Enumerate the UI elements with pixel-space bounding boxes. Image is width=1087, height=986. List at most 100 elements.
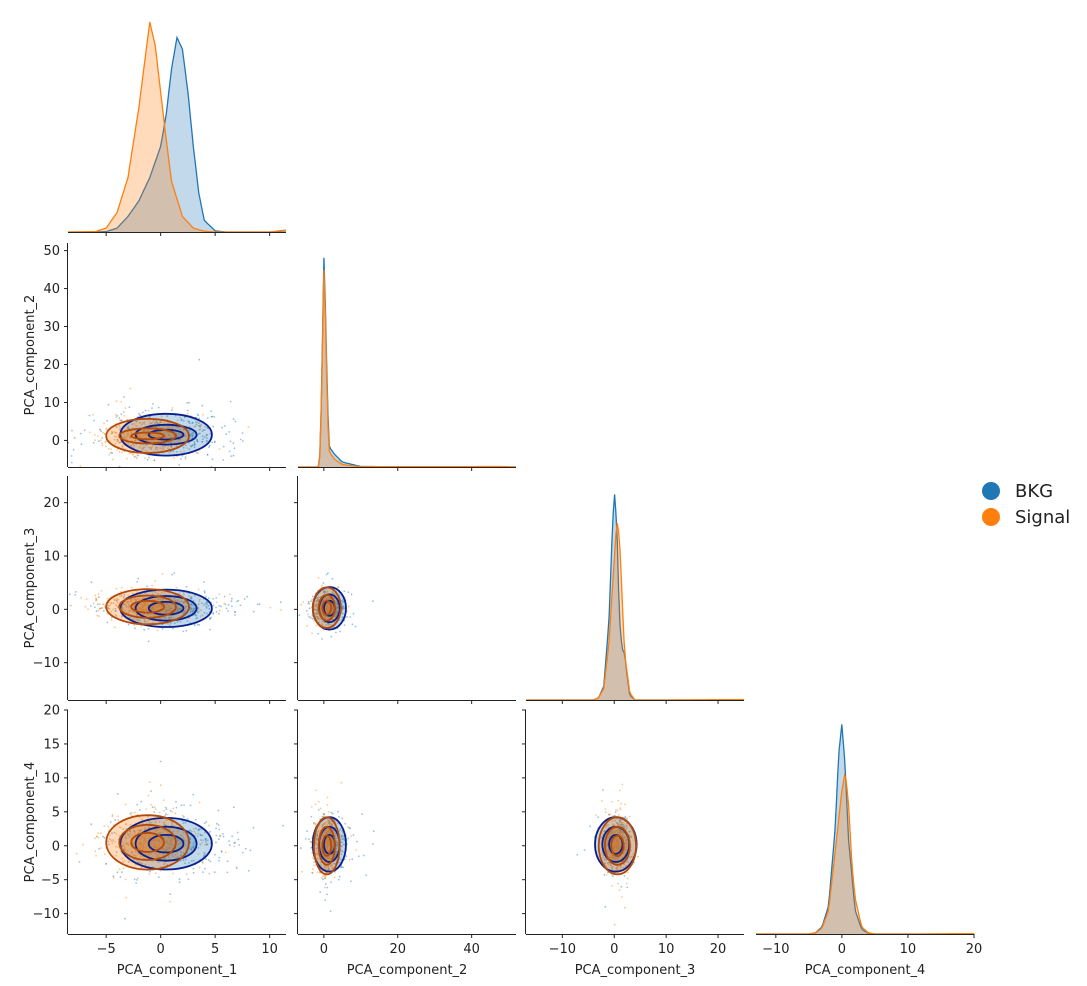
scatter-point-signal bbox=[136, 454, 139, 456]
kde-fill-bkg bbox=[68, 37, 286, 232]
scatter-point-signal bbox=[170, 436, 173, 438]
scatter-point-signal bbox=[167, 623, 170, 625]
scatter-point-bkg bbox=[342, 605, 345, 608]
scatter-point-bkg bbox=[127, 426, 129, 429]
scatter-point-bkg bbox=[205, 434, 208, 436]
scatter-point-signal bbox=[327, 604, 329, 606]
scatter-point-bkg bbox=[199, 428, 201, 431]
scatter-point-bkg bbox=[182, 612, 185, 615]
scatter-point-bkg bbox=[232, 418, 235, 421]
scatter-point-bkg bbox=[159, 840, 162, 843]
scatter-point-bkg bbox=[122, 436, 125, 439]
scatter-point-signal bbox=[113, 598, 116, 601]
scatter-point-bkg bbox=[193, 443, 196, 446]
scatter-point-bkg bbox=[229, 400, 232, 403]
scatter-point-bkg bbox=[133, 605, 136, 607]
scatter-point-bkg bbox=[143, 838, 146, 840]
scatter-point-bkg bbox=[155, 425, 158, 428]
scatter-point-signal bbox=[153, 439, 156, 442]
scatter-point-bkg bbox=[282, 824, 284, 827]
scatter-point-signal bbox=[316, 603, 318, 606]
scatter-point-bkg bbox=[190, 433, 193, 435]
scatter-point-signal bbox=[186, 412, 189, 415]
scatter-point-signal bbox=[113, 599, 116, 602]
scatter-point-bkg bbox=[149, 870, 151, 873]
scatter-point-bkg bbox=[83, 429, 86, 432]
scatter-point-signal bbox=[139, 414, 142, 417]
scatter-point-signal bbox=[110, 602, 113, 604]
scatter-point-bkg bbox=[212, 425, 215, 428]
scatter-point-signal bbox=[124, 437, 126, 440]
contour-signal-level-2 bbox=[317, 594, 336, 622]
scatter-point-bkg bbox=[221, 426, 224, 429]
scatter-point-bkg bbox=[122, 411, 125, 413]
scatter-point-bkg bbox=[225, 607, 228, 610]
scatter-point-bkg bbox=[332, 606, 335, 609]
scatter-point-bkg bbox=[120, 419, 123, 422]
scatter-point-signal bbox=[126, 457, 128, 460]
scatter-point-bkg bbox=[168, 609, 170, 612]
scatter-point-bkg bbox=[229, 440, 232, 443]
kde-panel-pca-component-3 bbox=[526, 494, 744, 704]
scatter-point-signal bbox=[147, 446, 150, 449]
scatter-point-bkg bbox=[118, 417, 121, 419]
scatter-point-signal bbox=[150, 446, 153, 449]
scatter-point-signal bbox=[139, 421, 142, 424]
scatter-point-bkg bbox=[171, 603, 174, 605]
scatter-point-bkg bbox=[210, 410, 213, 412]
kde-fill-bkg bbox=[756, 724, 974, 934]
scatter-point-bkg bbox=[334, 600, 337, 603]
scatter-point-signal bbox=[94, 837, 96, 840]
scatter-point-signal bbox=[149, 415, 152, 418]
scatter-point-signal bbox=[157, 440, 160, 442]
kde-line-bkg bbox=[526, 494, 744, 701]
scatter-point-signal bbox=[131, 601, 133, 603]
scatter-point-bkg bbox=[341, 608, 344, 611]
scatter-point-signal bbox=[145, 615, 148, 617]
scatter-point-bkg bbox=[193, 614, 196, 616]
scatter-point-signal bbox=[150, 608, 153, 611]
scatter-point-bkg bbox=[311, 615, 314, 617]
scatter-point-signal bbox=[102, 603, 104, 606]
scatter-point-signal bbox=[171, 407, 174, 409]
scatter-point-signal bbox=[114, 442, 117, 445]
scatter-point-bkg bbox=[184, 609, 187, 612]
scatter-point-bkg bbox=[121, 446, 124, 448]
x-axis-label: PCA_component_4 bbox=[805, 963, 926, 978]
scatter-point-signal bbox=[103, 422, 105, 425]
scatter-point-bkg bbox=[185, 444, 187, 447]
scatter-point-signal bbox=[182, 591, 185, 594]
scatter-point-signal bbox=[150, 803, 153, 806]
scatter-point-bkg bbox=[161, 445, 164, 448]
scatter-point-bkg bbox=[116, 415, 118, 417]
density-fill-bkg bbox=[135, 596, 197, 621]
x-tick-label: 0 bbox=[610, 942, 618, 957]
scatter-point-bkg bbox=[191, 421, 194, 424]
scatter-point-bkg bbox=[218, 859, 220, 862]
scatter-point-signal bbox=[130, 586, 133, 589]
scatter-point-bkg bbox=[315, 600, 317, 603]
scatter-point-bkg bbox=[132, 606, 135, 609]
scatter-point-bkg bbox=[324, 615, 327, 618]
kde-line-signal bbox=[526, 523, 744, 701]
scatter-point-signal bbox=[176, 609, 179, 612]
scatter-point-signal bbox=[327, 608, 329, 611]
scatter-point-signal bbox=[228, 593, 231, 596]
scatter-point-bkg bbox=[319, 618, 322, 620]
scatter-point-signal bbox=[197, 424, 200, 427]
scatter-point-bkg bbox=[322, 582, 325, 584]
scatter-point-signal bbox=[154, 435, 157, 438]
scatter-point-bkg bbox=[150, 422, 153, 425]
scatter-point-bkg bbox=[217, 824, 220, 826]
scatter-point-bkg bbox=[208, 444, 211, 447]
scatter-point-signal bbox=[604, 811, 607, 814]
scatter-point-signal bbox=[317, 617, 320, 620]
density-fill-bkg bbox=[120, 413, 212, 456]
scatter-point-signal bbox=[136, 457, 138, 460]
scatter-point-bkg bbox=[182, 428, 185, 431]
scatter-point-bkg bbox=[106, 419, 109, 422]
scatter-point-bkg bbox=[154, 448, 157, 451]
scatter-point-bkg bbox=[192, 603, 195, 606]
scatter-point-bkg bbox=[213, 871, 216, 874]
scatter-point-signal bbox=[116, 440, 118, 443]
